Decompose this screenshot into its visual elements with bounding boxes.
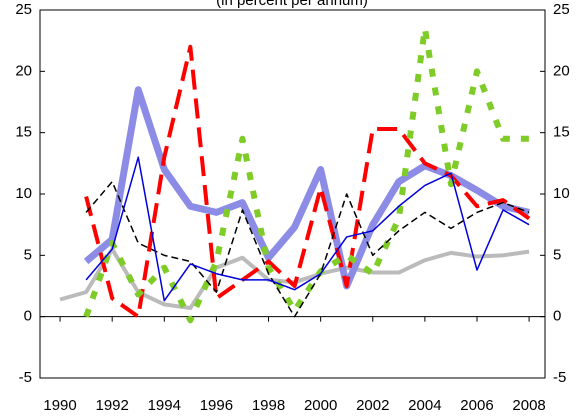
y-tick-label: 15 — [15, 124, 32, 141]
x-tick-label: 1992 — [95, 397, 128, 414]
y2-tick-label: 15 — [553, 124, 570, 141]
y-tick-label: -5 — [19, 369, 32, 386]
y-tick-label: 25 — [15, 1, 32, 18]
series-line — [85, 180, 530, 318]
x-tick-label: 2008 — [512, 397, 545, 414]
y2-tick-label: 10 — [553, 185, 570, 202]
x-tick-label: 1994 — [148, 397, 181, 414]
chart-subtitle: (in percent per annum) — [216, 0, 368, 9]
x-tick-label: 2002 — [356, 397, 389, 414]
series-line — [83, 25, 530, 324]
series-line — [84, 44, 531, 319]
y2-tick-label: 25 — [553, 1, 570, 18]
plot-frame — [39, 9, 546, 379]
series-line — [85, 156, 530, 302]
y2-tick-label: -5 — [553, 369, 566, 386]
y-tick-label: 20 — [15, 62, 32, 79]
y-tick-label: 10 — [15, 185, 32, 202]
x-tick-label: 1998 — [252, 397, 285, 414]
series-line — [83, 86, 530, 290]
y-tick-label: 5 — [24, 246, 32, 263]
x-tick-label: 1990 — [43, 397, 76, 414]
x-tick-label: 1996 — [200, 397, 233, 414]
x-tick-label: 2004 — [408, 397, 441, 414]
x-tick-label: 2006 — [460, 397, 493, 414]
x-tick-label: 2000 — [304, 397, 337, 414]
y-tick-label: 0 — [24, 308, 32, 325]
y2-tick-label: 20 — [553, 62, 570, 79]
y2-tick-label: 5 — [553, 246, 561, 263]
y2-tick-label: 0 — [553, 308, 561, 325]
